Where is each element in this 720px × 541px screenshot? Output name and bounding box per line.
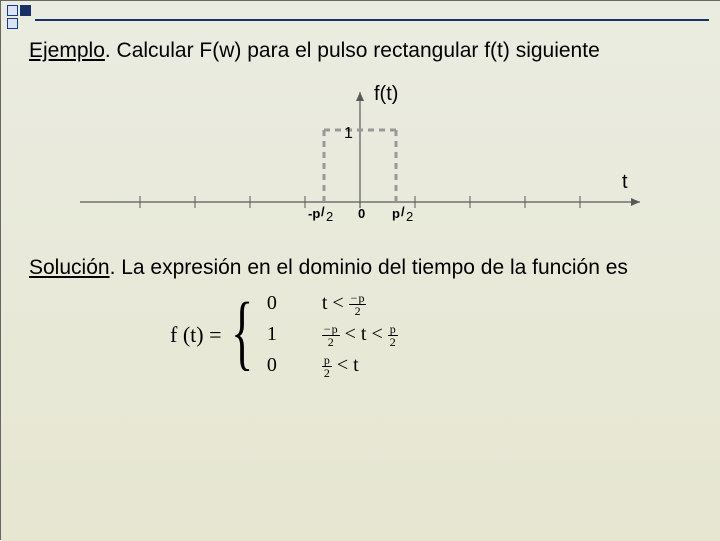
example-heading: Ejemplo. Calcular F(w) para el pulso rec… (29, 37, 691, 64)
piecewise-formula: f (t) = { 0 t < −p2 1 −p2 < t < p2 0 p2 < t (170, 292, 550, 379)
svg-text:2: 2 (326, 209, 333, 224)
case-condition: −p2 < t < p2 (322, 323, 398, 348)
svg-text:p: p (392, 206, 400, 221)
svg-text:t: t (622, 171, 628, 193)
example-label: Ejemplo (29, 39, 105, 62)
solution-label: Solución (29, 256, 110, 279)
svg-text:0: 0 (358, 206, 365, 221)
svg-text:f(t): f(t) (374, 83, 398, 105)
pulse-chart: f(t)t10-p/2p/2 (60, 72, 660, 242)
svg-text:/: / (401, 204, 405, 219)
case-value: 0 (262, 292, 282, 317)
svg-text:1: 1 (344, 125, 353, 142)
example-text: . Calcular F(w) para el pulso rectangula… (105, 39, 600, 62)
solution-heading: Solución. La expresión en el dominio del… (29, 254, 691, 281)
case-condition: t < −p2 (322, 292, 398, 317)
svg-text:/: / (321, 204, 325, 219)
case-value: 1 (262, 323, 282, 348)
case-value: 0 (262, 354, 282, 379)
left-brace: { (231, 298, 253, 368)
case-condition: p2 < t (322, 354, 398, 379)
solution-text: . La expresión en el dominio del tiempo … (110, 256, 628, 279)
svg-text:-p: -p (308, 206, 320, 221)
svg-text:2: 2 (406, 209, 413, 224)
decoration-top-bar (35, 19, 709, 21)
formula-lhs: f (t) = (170, 322, 222, 348)
decoration-top-left (7, 5, 33, 31)
